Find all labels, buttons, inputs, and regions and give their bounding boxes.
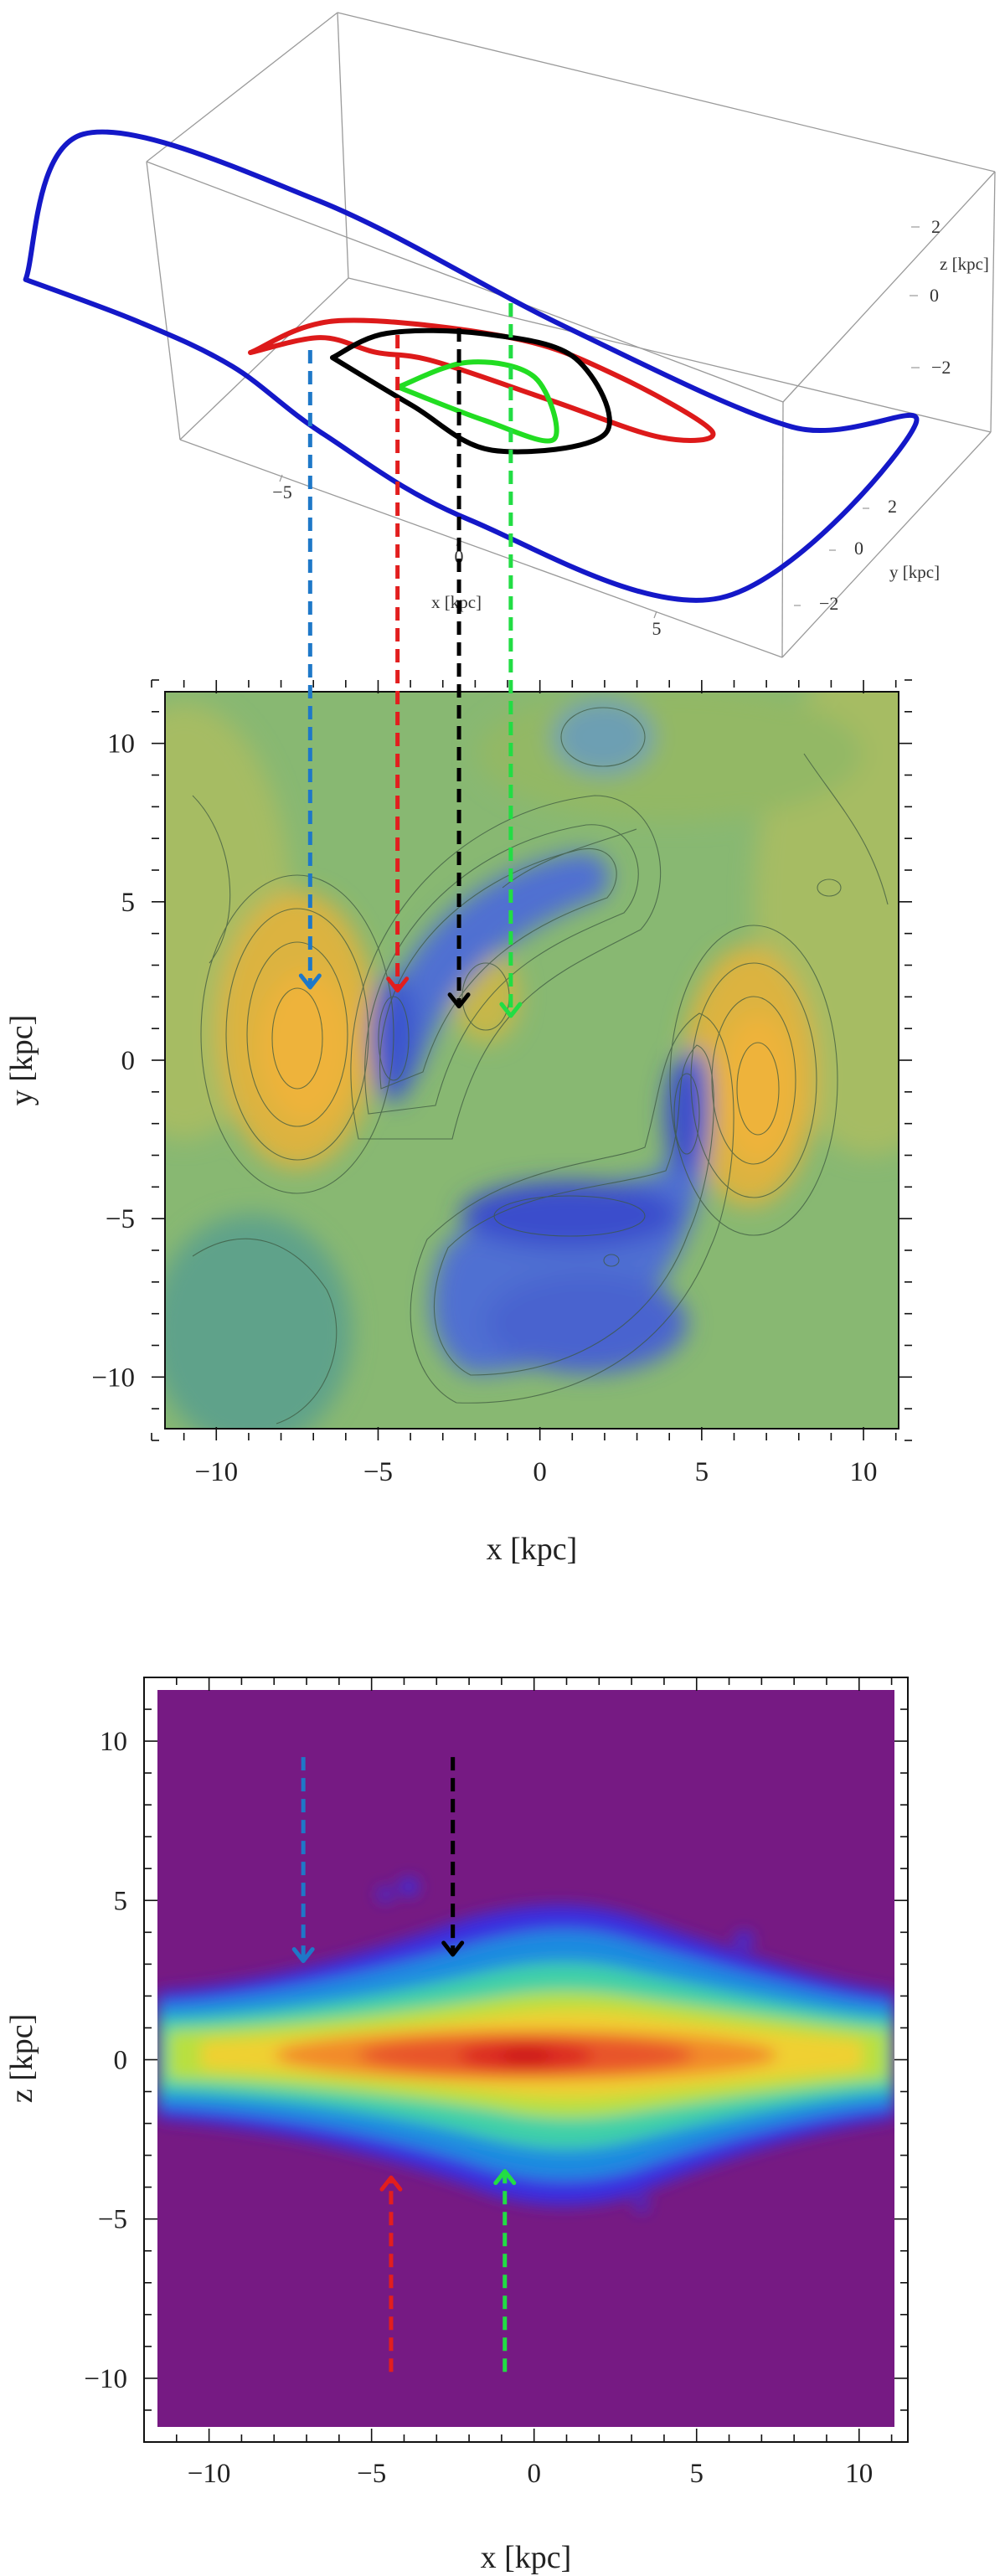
xy-y-tick-label: −5 xyxy=(106,1204,135,1234)
xz-marker-3-head xyxy=(493,2169,517,2186)
y-tick-label-3d: 2 xyxy=(888,496,897,517)
xz-ticks: −10 −5 0 5 10 −10 −5 0 5 10 xyxy=(84,1677,908,2489)
xy-y-tick-label: 5 xyxy=(121,888,136,918)
xz-y-tick-label: 5 xyxy=(114,1886,128,1916)
xz-density-panel: −10 −5 0 5 10 −10 −5 0 5 10 x [kpc] z [kpc] xyxy=(4,1677,909,2575)
xz-x-tick-label: −5 xyxy=(357,2459,386,2489)
xz-marker-0-head xyxy=(291,1947,315,1964)
xz-x-tick-label: −10 xyxy=(188,2459,231,2489)
xy-x-tick-label: 10 xyxy=(850,1457,878,1487)
xz-y-tick-label: −10 xyxy=(84,2364,127,2394)
xy-y-tick-label: 0 xyxy=(121,1046,136,1076)
orbit-0 xyxy=(23,129,920,603)
xy-x-axis-label: x [kpc] xyxy=(487,1532,578,1567)
orbit-1 xyxy=(248,317,716,443)
3d-ticks: −5 0 5 2 0 −2 2 0 −2 xyxy=(272,216,951,639)
bounding-box xyxy=(146,12,996,658)
xz-y-tick-label: 0 xyxy=(114,2046,128,2076)
z-tick-label-3d: 0 xyxy=(930,285,939,306)
xy-x-tick-label: −10 xyxy=(194,1457,238,1487)
x-tick-label-3d: 5 xyxy=(652,618,662,639)
xy-marker-2-head xyxy=(447,992,471,1009)
xy-marker-3-head xyxy=(499,1002,523,1018)
x-tick-label-3d: −5 xyxy=(272,482,291,502)
orbit-3d-panel: −5 0 5 2 0 −2 2 0 −2 x [kpc] y [kpc] z [kpc] xyxy=(23,12,996,658)
xy-x-tick-label: 0 xyxy=(533,1457,547,1487)
xy-y-tick-label: 10 xyxy=(107,729,135,760)
xy-marker-0-head xyxy=(298,973,322,990)
xz-x-tick-label: 0 xyxy=(527,2459,541,2489)
x-tick-label-3d: 0 xyxy=(455,546,464,567)
xy-markers xyxy=(298,303,523,1018)
z-tick-label-3d: 2 xyxy=(931,216,941,237)
xz-z-axis-label: z [kpc] xyxy=(4,2014,39,2104)
xy-x-tick-label: 5 xyxy=(695,1457,709,1487)
y-axis-label-3d: y [kpc] xyxy=(889,562,940,582)
z-tick-label-3d: −2 xyxy=(931,357,951,378)
xy-ticks: −10 −5 0 5 10 −10 −5 0 5 10 xyxy=(91,679,912,1487)
y-tick-label-3d: 0 xyxy=(854,538,863,559)
xz-marker-2-head xyxy=(379,2175,403,2192)
x-axis-label-3d: x [kpc] xyxy=(431,592,482,612)
orbit-3 xyxy=(395,359,559,444)
y-tick-label-3d: −2 xyxy=(819,593,838,614)
xz-markers xyxy=(291,1757,517,2372)
xz-y-tick-label: −5 xyxy=(98,2205,127,2235)
xy-marker-1-head xyxy=(386,976,410,993)
xz-x-tick-label: 5 xyxy=(689,2459,704,2489)
z-axis-label-3d: z [kpc] xyxy=(940,254,989,274)
xy-y-tick-label: −10 xyxy=(91,1363,135,1393)
xz-x-axis-label: x [kpc] xyxy=(481,2540,572,2575)
xz-x-tick-label: 10 xyxy=(845,2459,873,2489)
xy-x-tick-label: −5 xyxy=(363,1457,393,1487)
xz-y-tick-label: 10 xyxy=(100,1727,127,1757)
xy-y-axis-label: y [kpc] xyxy=(4,1015,39,1106)
xz-marker-1-head xyxy=(441,1940,465,1957)
orbit-2 xyxy=(330,327,612,455)
xy-contour-panel: −10 −5 0 5 10 −10 −5 0 5 10 x [kpc] y [kpc] xyxy=(4,303,912,1567)
orbits xyxy=(23,129,920,603)
